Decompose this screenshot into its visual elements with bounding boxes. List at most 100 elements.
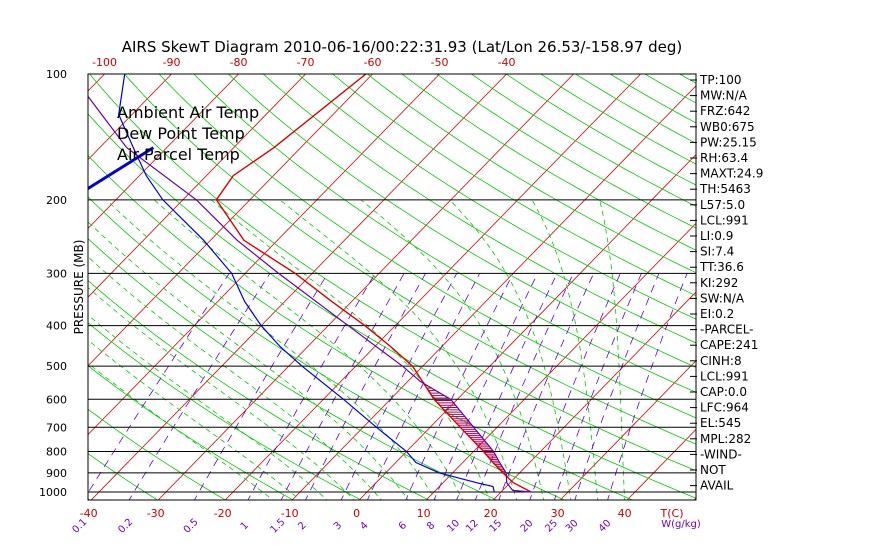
dry-adiabat-line xyxy=(88,365,294,500)
pressure-tick-label: 800 xyxy=(46,445,67,458)
legend: Ambient Air Temp Dew Point Temp Air Parc… xyxy=(117,103,259,164)
index-label: LI:0.9 xyxy=(700,229,733,243)
index-label: KI:292 xyxy=(700,276,738,290)
pressure-tick-label: 200 xyxy=(46,194,67,207)
legend-ambient-air-temp: Ambient Air Temp xyxy=(117,103,259,122)
dry-adiabat-line xyxy=(818,74,870,503)
moist-adiabat-line xyxy=(88,314,328,500)
mixing-ratio-line xyxy=(553,273,642,500)
mixing-ratio-labels: 0.1 0.2 0.5 1 1.5 2 3 4 6 8 10 12 15 20 25 30 40 W(g/kg) xyxy=(71,517,701,536)
mixing-ratio-label: 2 xyxy=(296,520,308,532)
isotherm-line xyxy=(759,74,870,503)
moist-adiabat-line xyxy=(153,199,464,500)
moist-adiabat-line xyxy=(88,339,301,500)
dry-adiabat-line xyxy=(436,74,696,229)
index-label: CAPE:241 xyxy=(700,338,758,352)
dry-adiabat-line xyxy=(89,74,696,472)
isotherm-line xyxy=(88,74,172,161)
mixing-ratio-line xyxy=(607,273,688,500)
plot-frame xyxy=(87,73,697,501)
mixing-ratio-label: 0.2 xyxy=(116,517,135,536)
mixing-ratio-label: 10 xyxy=(445,518,462,535)
dry-adiabat-line xyxy=(158,74,696,419)
moist-adiabat-line xyxy=(599,199,625,500)
mixing-ratio-label: 8 xyxy=(425,520,437,532)
isotherm-line xyxy=(291,85,696,500)
mixing-ratio-label: 0.5 xyxy=(182,517,201,536)
pressure-tick-labels: 100 200 300 400 500 600 700 800 900 1000 xyxy=(39,68,67,499)
mixing-ratio-line xyxy=(340,273,458,500)
moist-adiabat-line xyxy=(360,199,545,500)
index-label: FRZ:642 xyxy=(700,104,750,118)
mixing-ratio-line xyxy=(305,273,426,500)
index-label: -WIND- xyxy=(700,447,742,461)
index-label: EL:545 xyxy=(700,416,741,430)
moist-adiabat-line xyxy=(88,221,409,500)
isotherm-line xyxy=(358,153,696,500)
legend-air-parcel-temp: Air Parcel Temp xyxy=(117,145,240,164)
pressure-tick-label: 600 xyxy=(46,393,67,406)
mixing-ratio-label: 15 xyxy=(488,518,505,535)
top-temp-tick-label: -80 xyxy=(230,56,248,69)
index-label: L57:5.0 xyxy=(700,198,745,212)
mixing-ratio-line xyxy=(529,273,621,500)
pressure-tick-label: 400 xyxy=(46,320,67,333)
index-label: MPL:282 xyxy=(700,432,751,446)
dewpoint-thick-segment xyxy=(88,146,155,191)
bottom-temp-tick-label: -10 xyxy=(281,507,299,520)
isotherm-line xyxy=(157,74,574,500)
mixing-ratio-label: 40 xyxy=(597,518,614,535)
moist-adiabat-line xyxy=(106,199,436,500)
top-temp-tick-label: -40 xyxy=(498,56,516,69)
y-axis-label: PRESSURE (MB) xyxy=(72,240,86,335)
mixing-ratio-line xyxy=(366,273,480,500)
moist-adiabat-line xyxy=(531,199,599,500)
dry-adiabat-line xyxy=(853,74,870,503)
moist-adiabat-line xyxy=(279,199,518,500)
chart-title: AIRS SkewT Diagram 2010-06-16/00:22:31.9… xyxy=(122,38,683,56)
index-label: LFC:964 xyxy=(700,401,749,415)
moist-adiabat-line xyxy=(210,199,491,500)
top-temp-tick-label: -90 xyxy=(163,56,181,69)
mixing-ratio-line xyxy=(498,273,594,500)
pressure-tick-label: 100 xyxy=(46,68,67,81)
bottom-temp-tick-label: 0 xyxy=(353,507,360,520)
index-label: CINH:8 xyxy=(700,354,742,368)
mixing-ratio-line xyxy=(433,273,538,500)
top-temp-tick-label: -50 xyxy=(431,56,449,69)
mixing-ratio-label: 30 xyxy=(564,518,581,535)
dry-adiabat-line xyxy=(505,74,696,186)
mixing-ratio-line xyxy=(574,273,660,500)
bottom-temp-tick-label: 30 xyxy=(551,507,565,520)
dry-adiabat-line xyxy=(367,74,696,274)
top-temp-tick-label: -70 xyxy=(297,56,315,69)
ambient-temp-line xyxy=(215,74,532,493)
isotherm-line xyxy=(88,74,239,229)
mixing-ratio-label: 20 xyxy=(519,518,536,535)
top-temp-tick-labels: -100 -90 -80 -70 -60 -50 -40 xyxy=(92,56,515,69)
mixing-ratio-line xyxy=(247,273,376,500)
mixing-ratio-line xyxy=(456,273,558,500)
pressure-tick-label: 900 xyxy=(46,467,67,480)
dry-adiabat-line xyxy=(401,74,696,251)
isotherm-line xyxy=(626,428,696,500)
mixing-ratio-line xyxy=(88,273,230,494)
isotherm-line xyxy=(492,291,696,500)
index-label: EI:0.2 xyxy=(700,307,734,321)
mixing-ratio-line xyxy=(280,273,405,500)
index-label: AVAIL xyxy=(700,479,734,493)
bottom-temp-tick-label: -40 xyxy=(80,507,98,520)
mixing-ratio-line xyxy=(405,273,514,500)
index-label: CAP:0.0 xyxy=(700,385,747,399)
mixing-ratio-unit: W(g/kg) xyxy=(661,519,701,530)
index-label: TT:36.6 xyxy=(699,260,744,274)
dry-adiabat-line xyxy=(749,74,870,503)
pressure-tick-label: 300 xyxy=(46,267,67,280)
profile-lines xyxy=(88,74,532,493)
index-label: TH:5463 xyxy=(699,182,751,196)
chart-grid xyxy=(88,74,870,503)
mixing-ratio-label: 12 xyxy=(464,518,481,535)
pressure-tick-label: 1000 xyxy=(39,486,67,499)
pressure-lines xyxy=(88,199,696,493)
